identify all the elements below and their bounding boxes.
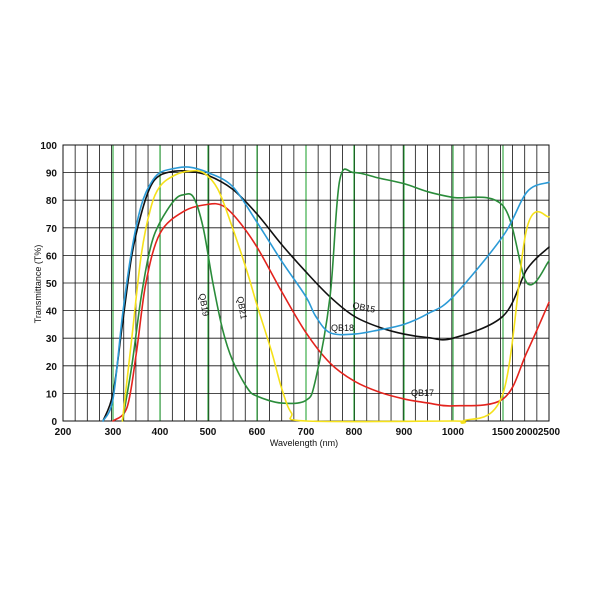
tick-labels: 0 10 20 30 40 50 60 70 80 90 100 200 300 400 500 600 700… [40,141,560,438]
curve-label-qb17: QB17 [411,388,434,398]
x-tick-label: 200 [55,427,72,438]
x-tick-label: 2500 [538,427,561,438]
series-layer [102,166,550,424]
curve-label-qb15: QB15 [352,300,377,315]
y-tick-label: 0 [51,417,57,428]
y-tick-label: 50 [46,279,58,290]
y-tick-label: 30 [46,334,58,345]
series-line-qb19 [121,168,550,422]
y-axis-label: Transmittance (T%) [33,245,43,324]
series-line-qb21 [121,169,550,424]
curve-labels: QB15 QB17 QB18 QB19 QB21 [197,293,434,398]
x-tick-label: 2000 [516,427,539,438]
x-tick-label: 500 [200,427,217,438]
x-tick-label: 600 [249,427,266,438]
series-line-qb17 [112,202,550,422]
curve-label-qb18: QB18 [331,323,354,333]
y-tick-label: 60 [46,251,58,262]
series-line-qb15 [102,169,550,422]
x-tick-label: 900 [396,427,413,438]
grid-layer [62,144,550,422]
x-tick-label: 1000 [442,427,465,438]
x-tick-label: 400 [152,427,169,438]
y-tick-label: 100 [40,141,57,152]
curve-label-qb21: QB21 [235,296,249,320]
y-tick-label: 10 [46,389,58,400]
x-tick-label: 800 [346,427,363,438]
x-tick-label: 700 [298,427,315,438]
y-tick-label: 90 [46,169,58,180]
x-axis-label: Wavelength (nm) [270,438,338,448]
y-tick-label: 20 [46,362,58,373]
y-tick-label: 70 [46,224,58,235]
y-tick-label: 80 [46,196,58,207]
series-line-qb18 [102,166,550,422]
x-tick-label: 300 [105,427,122,438]
x-tick-label: 1500 [492,427,515,438]
curve-label-qb19: QB19 [197,293,211,317]
y-tick-label: 40 [46,307,58,318]
